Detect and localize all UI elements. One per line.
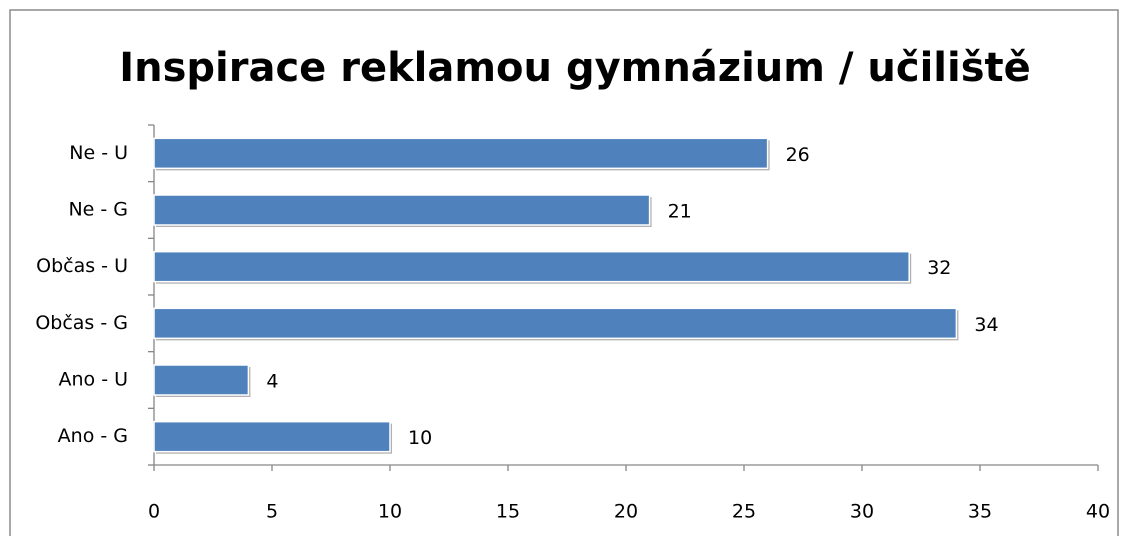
bar — [153, 250, 910, 283]
y-tick-label: Ne - U — [69, 142, 128, 164]
x-tick-label: 30 — [850, 501, 874, 523]
bar — [153, 194, 651, 226]
x-tick-label: 35 — [968, 501, 992, 523]
x-tick-label: 10 — [378, 501, 402, 523]
chart-title: Inspirace reklamou gymnázium / učiliště — [119, 45, 1031, 91]
value-label: 34 — [974, 314, 998, 336]
y-tick-label: Ano - G — [58, 425, 128, 447]
x-tick-label: 20 — [614, 501, 638, 523]
value-label: 10 — [408, 427, 432, 449]
x-tick-label: 0 — [148, 501, 160, 523]
x-tick-label: 25 — [732, 501, 756, 523]
bar — [153, 364, 250, 396]
y-tick-label: Ano - U — [58, 369, 128, 391]
x-tick-label: 5 — [266, 501, 278, 523]
y-tick-label: Občas - G — [35, 312, 128, 334]
x-tick-label: 15 — [496, 501, 520, 523]
x-tick-label: 40 — [1086, 501, 1110, 523]
bar — [153, 137, 769, 170]
value-label: 4 — [266, 371, 278, 393]
bar — [153, 420, 391, 453]
bar — [153, 307, 958, 340]
y-tick-label: Ne - G — [68, 199, 128, 221]
value-label: 26 — [786, 144, 810, 166]
value-label: 32 — [927, 257, 951, 279]
value-label: 21 — [668, 201, 692, 223]
y-tick-label: Občas - U — [36, 255, 128, 277]
